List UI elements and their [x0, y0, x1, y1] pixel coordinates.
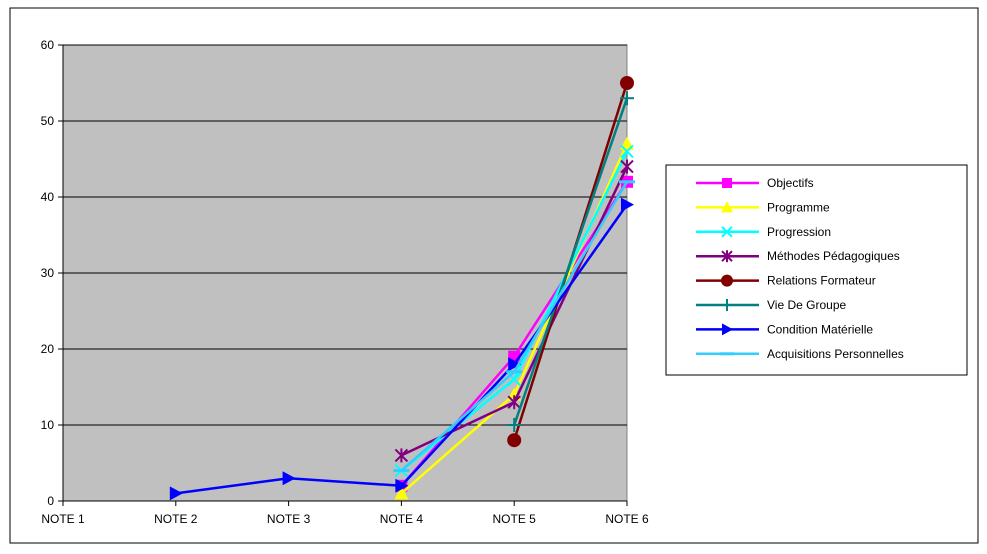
- data-point: [620, 91, 634, 106]
- data-point: [620, 144, 634, 159]
- x-tick-label: NOTE 3: [267, 512, 311, 526]
- data-point: [620, 76, 634, 90]
- data-point: [282, 471, 296, 486]
- legend-marker: [721, 226, 733, 238]
- legend-box: [665, 164, 968, 376]
- data-point: [394, 448, 409, 463]
- legend-item: Condition Matérielle: [696, 322, 873, 336]
- legend: Objectifs Programme Progression Méthodes Pé…: [665, 164, 968, 376]
- x-tick-label: NOTE 6: [605, 512, 649, 526]
- series-6: [507, 91, 634, 432]
- data-point: [395, 478, 409, 493]
- x-tick-label: NOTE 5: [493, 512, 537, 526]
- legend-marker: [721, 274, 733, 287]
- data-point: [507, 418, 522, 432]
- data-point: [508, 357, 522, 372]
- marker-stroke: [620, 144, 634, 159]
- legend-label: Méthodes Pédagogiques: [767, 249, 900, 263]
- legend-item: Programme: [696, 200, 830, 214]
- legend-item: Relations Formateur: [696, 274, 876, 288]
- series-group: [169, 76, 635, 501]
- legend-label: Acquisitions Personnelles: [767, 347, 904, 361]
- y-tick-label: 20: [41, 342, 55, 356]
- series-line: [513, 97, 629, 426]
- legend-item: Objectifs: [696, 176, 814, 190]
- data-point: [169, 486, 183, 501]
- legend-label: Programme: [767, 200, 830, 214]
- data-point: [394, 486, 409, 500]
- legend-label: Condition Matérielle: [767, 322, 873, 336]
- legend-item: Progression: [696, 225, 831, 239]
- data-point: [620, 159, 634, 174]
- x-tick-label: NOTE 4: [380, 512, 424, 526]
- axes: 0 10 20 30 40 50 60 NOTE 1 NOTE 2 NOTE 3 NOTE 4 NOT…: [41, 38, 649, 526]
- legend-label: Relations Formateur: [767, 274, 876, 288]
- data-point: [621, 197, 634, 212]
- y-tick-label: 0: [47, 494, 54, 508]
- y-tick-label: 40: [41, 190, 55, 204]
- marker-stroke: [721, 226, 733, 238]
- legend-label: Vie De Groupe: [767, 298, 846, 312]
- legend-marker: [722, 323, 733, 336]
- legend-marker: [721, 201, 733, 213]
- y-tick-label: 50: [41, 114, 55, 128]
- series-7: [169, 197, 634, 501]
- marker-stroke: [507, 372, 521, 387]
- y-tick-label: 30: [41, 266, 55, 280]
- data-point: [507, 433, 522, 448]
- series-8: [393, 180, 635, 473]
- data-point: [507, 395, 521, 410]
- legend-label: Objectifs: [767, 176, 814, 190]
- legend-item: Méthodes Pédagogiques: [696, 249, 900, 263]
- y-tick-label: 10: [41, 418, 55, 432]
- legend-label: Progression: [767, 225, 831, 239]
- legend-marker: [721, 250, 733, 263]
- legend-marker: [721, 299, 733, 311]
- legend-item: Vie De Groupe: [696, 298, 846, 312]
- legend-item: Acquisitions Personnelles: [696, 347, 904, 361]
- y-tick-label: 60: [41, 38, 55, 52]
- gridlines: [63, 44, 627, 426]
- legend-marker: [722, 178, 732, 188]
- x-tick-label: NOTE 2: [154, 512, 198, 526]
- x-tick-label: NOTE 1: [41, 512, 85, 526]
